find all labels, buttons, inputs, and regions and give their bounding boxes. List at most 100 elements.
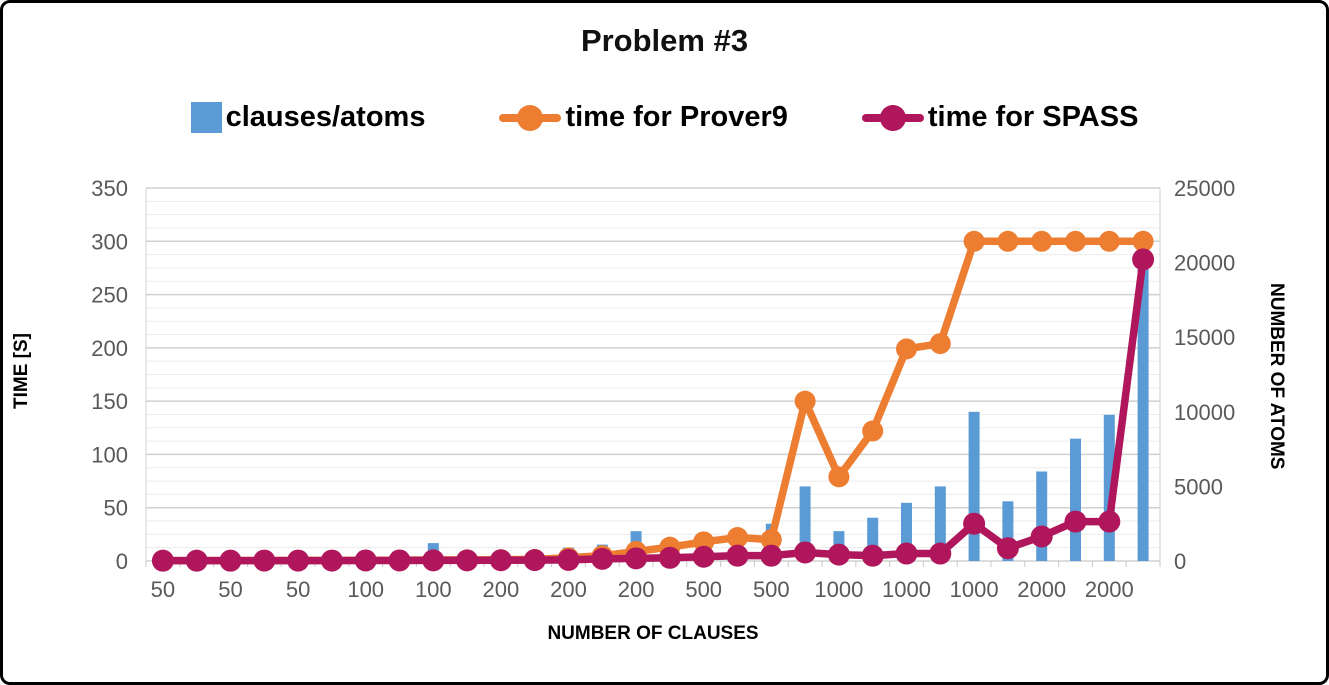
legend-label: time for SPASS (927, 101, 1139, 133)
line-spass (151, 248, 1155, 572)
y-axis-title-right: NUMBER OF ATOMS (1266, 282, 1287, 470)
marker-spass (422, 549, 445, 572)
x-tick-label: 200 (618, 577, 655, 602)
x-tick-label: 100 (415, 577, 452, 602)
y-axis-right-tick-labels: 0 5000 10000 15000 20000 25000 (1174, 176, 1235, 574)
x-tick-label: 1000 (814, 577, 863, 602)
marker-spass (253, 549, 276, 572)
bar (1070, 438, 1081, 561)
bars-clauses-atoms (157, 262, 1149, 561)
marker-spass (658, 546, 681, 569)
y-left-tick-label: 150 (91, 389, 128, 414)
y-right-tick-label: 10000 (1174, 400, 1235, 425)
marker-spass (963, 512, 986, 535)
y-right-tick-label: 5000 (1174, 474, 1223, 499)
marker-spass (388, 549, 411, 572)
bar (1002, 501, 1014, 561)
x-tick-label: 50 (286, 577, 310, 602)
y-left-tick-label: 100 (91, 442, 128, 467)
marker-spass (591, 547, 614, 570)
x-tick-label: 2000 (1085, 577, 1134, 602)
marker-spass (456, 549, 479, 572)
bar (1036, 471, 1048, 561)
bar (901, 502, 912, 561)
x-tick-label: 1000 (950, 577, 999, 602)
y-right-tick-label: 15000 (1174, 325, 1235, 350)
legend-item-spass: time for SPASS (861, 101, 1139, 134)
marker-prover9 (794, 390, 816, 412)
y-left-tick-label: 50 (104, 496, 128, 521)
marker-prover9 (1132, 230, 1154, 252)
chart-title: Problem #3 (580, 23, 749, 58)
legend-swatch-bar (190, 102, 222, 133)
marker-spass (1098, 510, 1121, 533)
marker-spass (794, 541, 817, 564)
marker-spass (692, 545, 715, 568)
legend-swatch-spass-line (861, 103, 924, 133)
y-axis-left-tick-labels: 0 50 100 150 200 250 300 350 (91, 176, 128, 574)
marker-prover9 (1065, 230, 1086, 252)
marker-spass (726, 544, 749, 567)
y-right-tick-label: 20000 (1174, 251, 1235, 276)
bar (799, 486, 811, 561)
marker-prover9 (1031, 230, 1053, 252)
x-tick-label: 200 (550, 577, 587, 602)
marker-spass (929, 542, 952, 565)
marker-spass (489, 549, 512, 572)
marker-prover9 (727, 527, 748, 549)
x-tick-label: 1000 (882, 577, 931, 602)
marker-spass (1030, 525, 1053, 548)
y-left-tick-label: 350 (91, 176, 128, 201)
y-left-tick-label: 0 (116, 549, 128, 574)
x-tick-label: 50 (218, 577, 242, 602)
marker-prover9 (997, 230, 1019, 252)
x-axis-title: NUMBER OF CLAUSES (547, 623, 759, 644)
bar (934, 486, 946, 561)
marker-prover9 (828, 466, 850, 488)
marker-prover9 (963, 230, 985, 252)
legend-label: time for Prover9 (565, 101, 788, 133)
marker-spass (557, 548, 580, 571)
marker-spass (1132, 248, 1155, 271)
marker-prover9 (760, 529, 782, 551)
y-right-tick-label: 25000 (1174, 176, 1235, 201)
x-tick-label: 200 (483, 577, 520, 602)
gridlines-minor (146, 200, 1160, 549)
x-tick-label: 50 (151, 577, 175, 602)
x-tick-label: 500 (753, 577, 790, 602)
marker-prover9 (862, 420, 884, 442)
marker-spass (151, 549, 174, 572)
x-tick-label: 2000 (1017, 577, 1066, 602)
marker-spass (625, 547, 648, 570)
x-tick-label: 500 (685, 577, 722, 602)
legend-item-clauses-atoms: clauses/atoms (190, 101, 426, 134)
y-left-tick-label: 300 (91, 229, 128, 254)
marker-spass (895, 542, 918, 565)
y-left-tick-label: 250 (91, 283, 128, 308)
marker-spass (354, 549, 377, 572)
legend-item-prover9: time for Prover9 (499, 101, 788, 134)
legend-label: clauses/atoms (225, 101, 426, 133)
legend-swatch-prover9-line (499, 103, 562, 133)
marker-prover9 (896, 338, 917, 360)
marker-spass (760, 544, 783, 567)
x-axis-tick-labels: 50 50 50 100 100 200 200 200 500 500 1000 1000 1000 2… (151, 577, 1134, 602)
marker-prover9 (693, 531, 715, 553)
marker-prover9 (1098, 230, 1120, 252)
legend: clauses/atoms time for Prover9 time for … (3, 101, 1326, 134)
y-left-tick-label: 200 (91, 336, 128, 361)
x-tick-label: 100 (347, 577, 384, 602)
marker-spass (523, 549, 546, 572)
bar (1137, 262, 1149, 561)
marker-spass (1064, 510, 1087, 533)
marker-spass (287, 549, 310, 572)
marker-prover9 (929, 333, 951, 355)
marker-spass (861, 544, 884, 567)
marker-spass (996, 537, 1019, 560)
marker-spass (320, 549, 343, 572)
marker-spass (219, 549, 242, 572)
bar (968, 411, 980, 561)
marker-spass (185, 549, 208, 572)
